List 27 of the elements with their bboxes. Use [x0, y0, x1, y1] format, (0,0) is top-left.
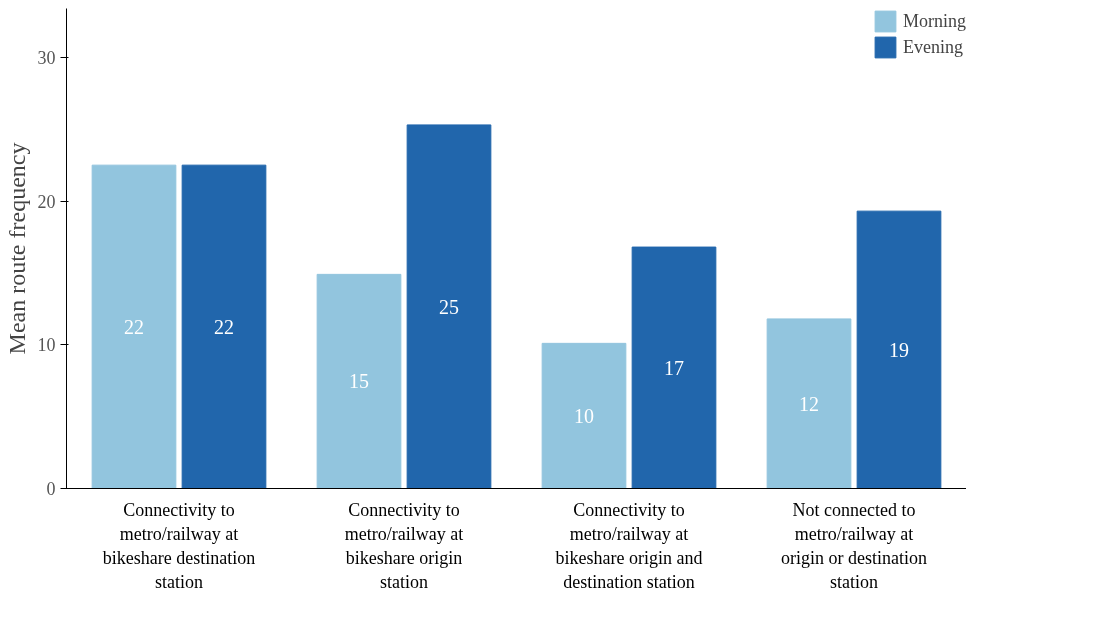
bar: [406, 124, 492, 489]
data-label: 19: [889, 338, 909, 361]
x-tick-label: Not connected to metro/railway at origin or destination station: [781, 499, 927, 592]
data-label: 17: [664, 356, 684, 379]
data-label: 22: [214, 315, 234, 338]
y-tick-label: 30: [37, 47, 56, 68]
bar: [541, 342, 627, 489]
bar: [316, 273, 402, 489]
y-tick-label: 10: [37, 335, 56, 356]
bar: [766, 318, 852, 489]
bar: [91, 164, 177, 489]
bar: [856, 210, 942, 489]
data-label: 25: [439, 295, 459, 318]
legend-label: Evening: [903, 36, 963, 58]
x-tick-label: Connectivity to metro/railway at bikeshare destination station: [102, 499, 256, 592]
bar: [631, 246, 717, 489]
x-tick-label: Connectivity to metro/railway at bikeshare origin and destination station: [555, 499, 703, 592]
data-label: 10: [574, 404, 594, 427]
data-label: 12: [799, 392, 819, 415]
y-axis-title: Mean route frequency: [3, 142, 30, 355]
bar: [181, 164, 267, 489]
data-label: 22: [124, 315, 144, 338]
data-label: 15: [349, 370, 369, 393]
y-tick-label: 0: [46, 479, 56, 499]
x-tick-label: Connectivity to metro/railway at bikeshare origin station: [344, 499, 464, 592]
legend-label: Morning: [903, 10, 966, 32]
y-tick-label: 20: [37, 191, 56, 212]
